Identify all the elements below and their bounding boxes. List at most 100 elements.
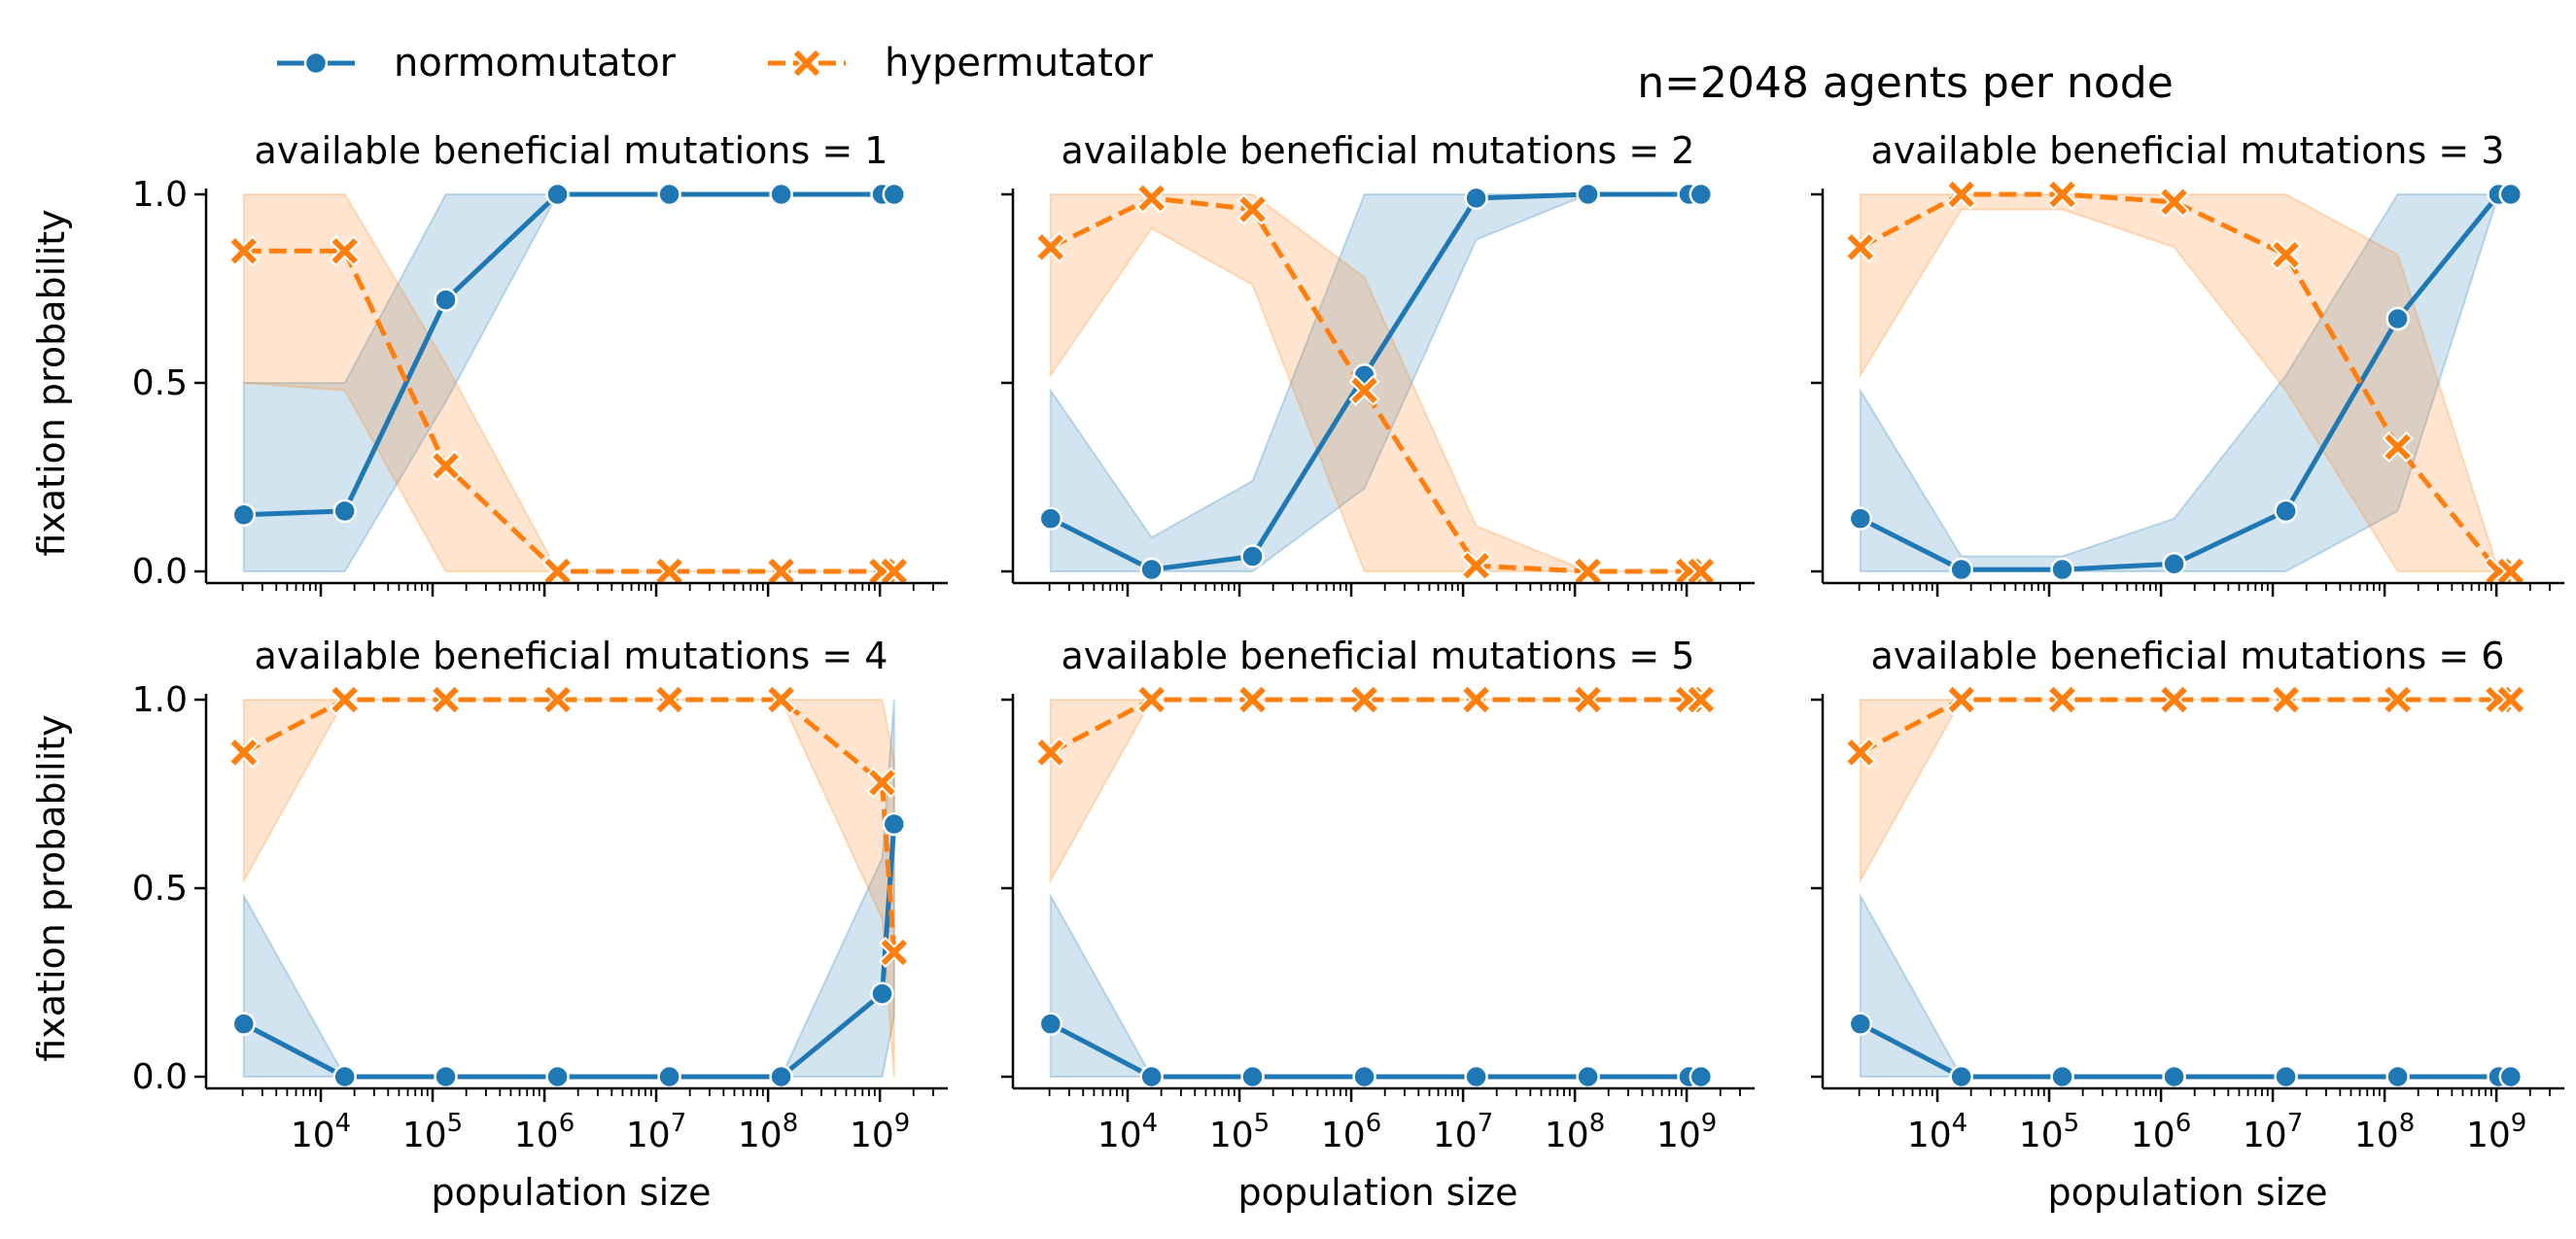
data-point-hypermutator (1034, 231, 1066, 263)
data-point-hypermutator (2382, 683, 2414, 716)
data-point-hypermutator (1945, 178, 1977, 211)
data-point-hypermutator (765, 555, 797, 588)
data-point-hypermutator (1572, 683, 1604, 716)
x-tick-label: 104 (1907, 1109, 1967, 1155)
data-point-normomutator (1688, 182, 1714, 207)
data-point-normomutator (2050, 1064, 2074, 1089)
x-tick-label: 109 (2466, 1109, 2526, 1155)
data-point-normomutator (2498, 182, 2524, 207)
legend-item-hypermutator: hypermutator (768, 41, 1153, 86)
panel-title: available beneficial mutations = 5 (1062, 635, 1695, 677)
data-point-hypermutator (653, 683, 685, 716)
data-point-hypermutator (1460, 550, 1492, 582)
data-point-hypermutator (329, 235, 361, 267)
data-point-hypermutator (866, 767, 898, 799)
ci-bands (1859, 193, 2511, 572)
ci-band-hypermutator (1049, 699, 1701, 885)
y-axis-label: fixation probability (30, 714, 73, 1061)
x-tick-label: 105 (2019, 1109, 2079, 1155)
series-lines (243, 191, 894, 574)
x-tick-label: 106 (514, 1109, 574, 1155)
data-point-hypermutator (2382, 430, 2414, 464)
data-point-hypermutator (2270, 239, 2302, 271)
series-line-normomutator (1859, 191, 2511, 572)
series-markers (1844, 178, 2526, 588)
series-line-normomutator (1049, 1021, 1701, 1080)
series-lines (1049, 697, 1701, 1080)
data-point-normomutator (769, 1064, 793, 1089)
x-tick-label: 107 (1433, 1109, 1493, 1155)
x-tick-label: 109 (850, 1109, 910, 1155)
data-point-hypermutator (1236, 683, 1269, 716)
data-point-normomutator (231, 1012, 257, 1036)
data-point-normomutator (545, 182, 570, 207)
data-point-hypermutator (1348, 683, 1380, 716)
x-tick-label: 108 (2354, 1109, 2415, 1155)
series-markers (1034, 182, 1717, 588)
x-tick-label: 109 (1656, 1109, 1717, 1155)
data-point-hypermutator (1135, 182, 1167, 214)
data-point-normomutator (1848, 506, 1873, 531)
data-point-hypermutator (653, 555, 685, 588)
data-point-normomutator (1576, 1064, 1600, 1089)
series-line-normomutator (1049, 191, 1701, 572)
data-point-normomutator (1240, 544, 1265, 568)
data-point-normomutator (1352, 1064, 1376, 1089)
data-point-normomutator (657, 1064, 681, 1089)
data-point-normomutator (1139, 1064, 1164, 1089)
ci-bands (1049, 699, 1701, 1078)
series-line-hypermutator (1049, 697, 1701, 755)
x-axis-label: population size (2048, 1171, 2328, 1214)
data-point-hypermutator (1135, 683, 1167, 716)
series-markers (1034, 683, 1717, 1089)
data-point-normomutator (1038, 1012, 1063, 1036)
data-point-hypermutator (227, 737, 260, 769)
data-point-hypermutator (541, 683, 574, 716)
data-point-normomutator (1240, 1064, 1265, 1089)
ci-band-normomutator (242, 699, 895, 1078)
data-point-normomutator (1949, 557, 1973, 582)
legend-item-normomutator: normomutator (277, 41, 677, 86)
legend-marker (303, 51, 329, 76)
panel-5: available beneficial mutations = 5 104 105… (1001, 635, 1755, 1214)
data-point-hypermutator (1685, 555, 1717, 588)
series-lines (1049, 191, 1701, 574)
x-axis-label: population size (1238, 1171, 1518, 1214)
ci-band-hypermutator (242, 699, 895, 1078)
panel-1: available beneficial mutations = 1 0.0 0.5… (30, 129, 948, 597)
data-point-normomutator (657, 182, 681, 207)
x-tick-label: 106 (2131, 1109, 2191, 1155)
data-point-hypermutator (1460, 683, 1492, 716)
data-point-hypermutator (1844, 737, 1876, 769)
data-point-normomutator (545, 1064, 570, 1089)
data-point-normomutator (2274, 1064, 2298, 1089)
y-axis-label: fixation probability (30, 209, 73, 556)
ci-bands (242, 699, 895, 1078)
panel-4: available beneficial mutations = 4 0.0 0.5… (30, 635, 948, 1214)
data-point-hypermutator (1034, 737, 1066, 769)
data-point-hypermutator (1685, 683, 1717, 716)
y-tick-label: 0.0 (132, 552, 188, 592)
data-point-normomutator (870, 981, 894, 1006)
data-point-hypermutator (1844, 231, 1876, 263)
series-lines (1859, 191, 2511, 574)
data-point-normomutator (332, 1064, 357, 1089)
ci-bands (1859, 699, 2511, 1078)
x-tick-label: 107 (2243, 1109, 2303, 1155)
series-lines (242, 697, 897, 1080)
data-point-hypermutator (2270, 683, 2302, 716)
ci-band-normomutator (1859, 891, 2511, 1078)
data-point-hypermutator (1945, 683, 1977, 716)
x-tick-label: 104 (291, 1109, 351, 1155)
ci-band-normomutator (1049, 891, 1701, 1078)
data-point-hypermutator (878, 936, 910, 969)
series-lines (1859, 697, 2511, 1080)
x-tick-label: 106 (1321, 1109, 1381, 1155)
data-point-hypermutator (765, 683, 797, 716)
y-tick-label: 1.0 (132, 680, 188, 720)
panel-title: available beneficial mutations = 3 (1871, 129, 2505, 172)
y-tick-label: 0.0 (132, 1057, 188, 1097)
data-point-normomutator (769, 182, 793, 207)
series-markers (227, 182, 910, 588)
